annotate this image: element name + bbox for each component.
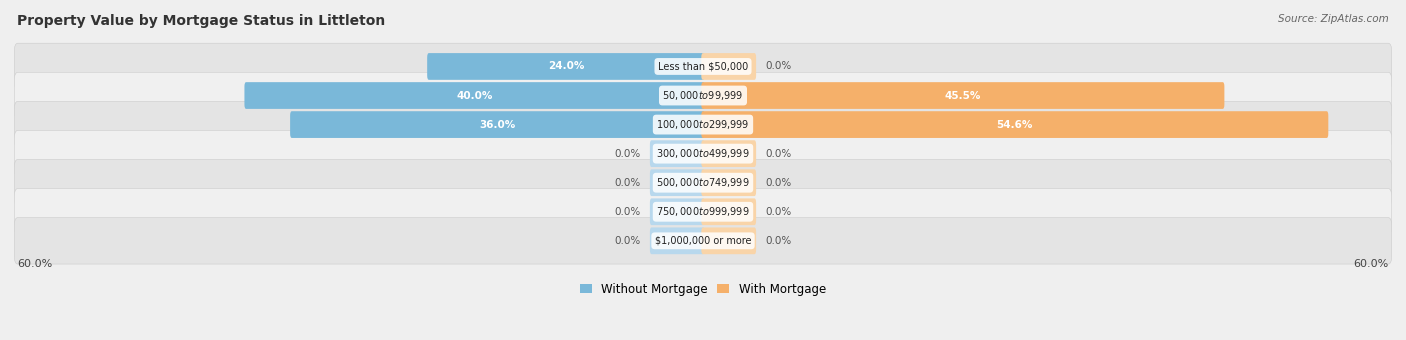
FancyBboxPatch shape (702, 199, 756, 225)
Text: 36.0%: 36.0% (479, 120, 516, 130)
FancyBboxPatch shape (14, 131, 1392, 177)
FancyBboxPatch shape (702, 140, 756, 167)
Text: Property Value by Mortgage Status in Littleton: Property Value by Mortgage Status in Lit… (17, 14, 385, 28)
FancyBboxPatch shape (427, 53, 704, 80)
Text: $100,000 to $299,999: $100,000 to $299,999 (657, 118, 749, 131)
Text: 60.0%: 60.0% (18, 259, 53, 269)
Legend: Without Mortgage, With Mortgage: Without Mortgage, With Mortgage (575, 278, 831, 301)
Text: 0.0%: 0.0% (614, 149, 640, 159)
FancyBboxPatch shape (14, 43, 1392, 90)
Text: 0.0%: 0.0% (614, 178, 640, 188)
FancyBboxPatch shape (702, 111, 1329, 138)
FancyBboxPatch shape (290, 111, 704, 138)
Text: $750,000 to $999,999: $750,000 to $999,999 (657, 205, 749, 218)
Text: 54.6%: 54.6% (997, 120, 1033, 130)
Text: $500,000 to $749,999: $500,000 to $749,999 (657, 176, 749, 189)
FancyBboxPatch shape (14, 188, 1392, 235)
FancyBboxPatch shape (702, 82, 1225, 109)
FancyBboxPatch shape (702, 227, 756, 254)
FancyBboxPatch shape (14, 72, 1392, 119)
Text: $300,000 to $499,999: $300,000 to $499,999 (657, 147, 749, 160)
Text: $50,000 to $99,999: $50,000 to $99,999 (662, 89, 744, 102)
Text: 40.0%: 40.0% (457, 90, 492, 101)
Text: 45.5%: 45.5% (945, 90, 981, 101)
Text: 0.0%: 0.0% (614, 236, 640, 246)
FancyBboxPatch shape (14, 159, 1392, 206)
FancyBboxPatch shape (650, 227, 704, 254)
Text: 24.0%: 24.0% (548, 62, 583, 71)
FancyBboxPatch shape (650, 199, 704, 225)
FancyBboxPatch shape (650, 169, 704, 196)
FancyBboxPatch shape (245, 82, 704, 109)
FancyBboxPatch shape (14, 218, 1392, 264)
Text: 0.0%: 0.0% (766, 178, 792, 188)
Text: 0.0%: 0.0% (766, 149, 792, 159)
Text: Less than $50,000: Less than $50,000 (658, 62, 748, 71)
FancyBboxPatch shape (14, 101, 1392, 148)
Text: 0.0%: 0.0% (614, 207, 640, 217)
FancyBboxPatch shape (650, 140, 704, 167)
FancyBboxPatch shape (702, 53, 756, 80)
Text: 0.0%: 0.0% (766, 236, 792, 246)
Text: 0.0%: 0.0% (766, 207, 792, 217)
Text: $1,000,000 or more: $1,000,000 or more (655, 236, 751, 246)
Text: 60.0%: 60.0% (1353, 259, 1388, 269)
Text: 0.0%: 0.0% (766, 62, 792, 71)
Text: Source: ZipAtlas.com: Source: ZipAtlas.com (1278, 14, 1389, 23)
FancyBboxPatch shape (702, 169, 756, 196)
